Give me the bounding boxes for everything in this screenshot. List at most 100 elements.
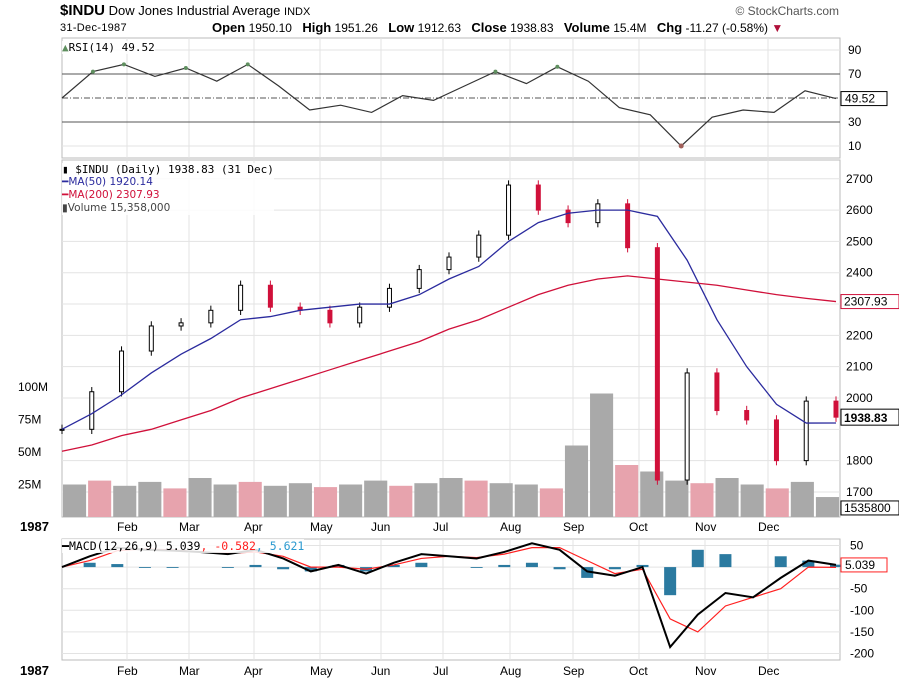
macd-tick-label: -150 xyxy=(850,625,874,639)
macd-histogram-bar xyxy=(719,554,732,568)
candle-body xyxy=(386,287,392,308)
macd-tick-label: 50 xyxy=(850,538,864,552)
open-label: Open xyxy=(212,20,246,35)
macd-tick-label: -100 xyxy=(850,603,874,617)
rsi-tick-label: 10 xyxy=(848,139,862,153)
volume-bar xyxy=(63,484,87,517)
rsi-icon: ▲ xyxy=(62,41,69,54)
volume-tick-label: 100M xyxy=(18,380,48,394)
volume-bar xyxy=(414,483,438,517)
x-tick-label: Apr xyxy=(244,520,263,534)
volume-bar xyxy=(690,483,714,517)
ohlc-summary: Open 1950.10 High 1951.26 Low 1912.63 Cl… xyxy=(212,20,783,35)
candle-body xyxy=(416,269,422,289)
x-tick-label-bottom: May xyxy=(310,664,333,678)
ma50-legend: ━MA(50) 1920.14 xyxy=(62,176,153,188)
ma200-last-value: 2307.93 xyxy=(844,295,888,309)
candle-body xyxy=(327,309,333,324)
macd-histogram-bar xyxy=(221,567,234,568)
candle-body xyxy=(506,184,512,236)
ma50-line xyxy=(61,209,837,430)
volume-tick-label: 50M xyxy=(18,445,41,459)
price-tick-label: 2500 xyxy=(846,234,873,248)
rsi-tick-label: 90 xyxy=(848,43,862,57)
volume-last-value: 1535800 xyxy=(844,501,891,515)
volume-label: Volume xyxy=(563,20,610,35)
macd-legend: ━MACD(12,26,9) 5.039, -0.582, 5.621 xyxy=(62,539,305,553)
volume-bar xyxy=(765,488,789,517)
volume-bar xyxy=(514,484,538,517)
chart-title: $INDU Dow Jones Industrial Average INDX xyxy=(60,2,310,19)
price-legend-main: ▮ $INDU (Daily) 1938.83 (31 Dec) xyxy=(62,163,274,176)
price-tick-label: 2400 xyxy=(846,266,873,280)
x-tick-label: Sep xyxy=(563,520,585,534)
price-tick-label: 1800 xyxy=(846,454,873,468)
volume-bar xyxy=(188,478,212,517)
macd-panel xyxy=(61,538,841,661)
candle-body xyxy=(119,350,125,393)
macd-histogram-bar xyxy=(608,567,621,570)
rsi-tick-label: 30 xyxy=(848,115,862,129)
high-value: 1951.26 xyxy=(334,21,378,35)
volume-value: 15.4M xyxy=(613,21,647,35)
volume-bar xyxy=(715,478,739,517)
x-tick-label-bottom: Oct xyxy=(629,664,648,678)
x-tick-label-bottom: Nov xyxy=(695,664,716,678)
x-tick-label-bottom: Apr xyxy=(244,664,263,678)
candle-body xyxy=(267,284,273,308)
x-tick-label: Aug xyxy=(500,520,521,534)
macd-tick-label: -200 xyxy=(850,647,874,661)
macd-tick-label: -50 xyxy=(850,582,868,596)
volume-bar xyxy=(740,484,764,517)
x-tick-label: Jun xyxy=(371,520,390,534)
macd-histogram-bar xyxy=(111,564,124,568)
volume-last-box xyxy=(840,500,899,516)
macd-histogram-bar xyxy=(277,567,290,570)
volume-bar xyxy=(539,488,563,517)
x-tick-label-bottom: Jul xyxy=(433,664,448,678)
candle-body xyxy=(654,247,660,481)
macd-histogram-bar xyxy=(415,562,428,568)
macd-histogram-bar xyxy=(802,560,815,568)
macd-histogram-bar xyxy=(387,564,400,568)
candle-body xyxy=(89,391,95,430)
volume-bar xyxy=(339,484,363,517)
volume-bar xyxy=(213,484,237,517)
rsi-line xyxy=(61,63,837,147)
volume-bar xyxy=(364,480,388,517)
candle-body xyxy=(59,428,65,431)
price-tick-label: 2000 xyxy=(846,391,873,405)
volume-bar xyxy=(439,478,463,517)
x-tick-label-bottom: Jun xyxy=(371,664,390,678)
high-label: High xyxy=(302,20,332,35)
candle-body xyxy=(744,410,750,421)
price-tick-label: 2700 xyxy=(846,172,873,186)
rsi-tick-label: 70 xyxy=(848,67,862,81)
symbol: $INDU xyxy=(60,2,106,19)
macd-histogram-bar xyxy=(830,564,842,568)
macd-histogram-bar xyxy=(470,567,483,568)
candle-body xyxy=(714,372,720,412)
rsi-overbought-point xyxy=(555,64,560,69)
x-tick-label: Nov xyxy=(695,520,716,534)
open-value: 1950.10 xyxy=(248,21,292,35)
rsi-overbought-point xyxy=(493,69,498,74)
price-tick-label: 2600 xyxy=(846,203,873,217)
price-tick-label: 2100 xyxy=(846,360,873,374)
quote-date: 31-Dec-1987 xyxy=(60,22,127,34)
volume-bar xyxy=(113,485,137,517)
macd-histogram-bar xyxy=(774,556,787,568)
rsi-legend: ▲RSI(14) 49.52 xyxy=(62,41,155,54)
down-arrow-icon: ▼ xyxy=(771,21,784,35)
volume-bar xyxy=(665,480,689,517)
low-value: 1912.63 xyxy=(417,21,462,35)
volume-bar xyxy=(163,488,187,517)
x-tick-label-bottom: 1987 xyxy=(20,663,49,678)
volume-legend: ▮Volume 15,358,000 xyxy=(62,202,171,214)
rsi-overbought-point xyxy=(121,62,126,67)
candle-body xyxy=(148,325,154,352)
candle-body xyxy=(684,372,690,481)
volume-bar xyxy=(489,483,513,517)
x-tick-label-bottom: Dec xyxy=(758,664,779,678)
volume-bar xyxy=(263,485,287,517)
